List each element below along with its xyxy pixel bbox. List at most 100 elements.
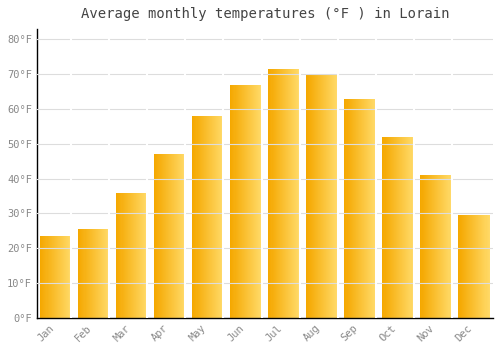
Bar xyxy=(118,193,120,318)
Bar xyxy=(473,215,474,318)
Bar xyxy=(62,236,63,318)
Bar xyxy=(78,229,80,318)
Bar xyxy=(310,74,312,318)
Bar xyxy=(70,236,72,318)
Bar xyxy=(94,229,95,318)
Bar xyxy=(355,99,356,318)
Bar xyxy=(133,193,134,318)
Bar xyxy=(166,154,167,318)
Bar xyxy=(359,99,360,318)
Bar xyxy=(164,154,166,318)
Bar xyxy=(215,116,216,318)
Bar xyxy=(131,193,132,318)
Bar xyxy=(67,236,68,318)
Bar xyxy=(336,74,338,318)
Bar xyxy=(314,74,316,318)
Bar xyxy=(482,215,484,318)
Bar xyxy=(316,74,317,318)
Bar xyxy=(135,193,136,318)
Bar xyxy=(168,154,169,318)
Bar xyxy=(446,175,448,318)
Bar xyxy=(346,99,348,318)
Bar xyxy=(368,99,370,318)
Bar xyxy=(251,85,252,318)
Bar xyxy=(477,215,478,318)
Bar xyxy=(308,74,310,318)
Bar xyxy=(68,236,70,318)
Bar xyxy=(392,137,393,318)
Bar xyxy=(286,69,287,318)
Bar xyxy=(363,99,364,318)
Bar xyxy=(146,193,148,318)
Bar xyxy=(65,236,66,318)
Bar xyxy=(246,85,247,318)
Bar xyxy=(431,175,432,318)
Bar xyxy=(160,154,162,318)
Bar xyxy=(276,69,278,318)
Bar xyxy=(430,175,431,318)
Bar xyxy=(258,85,260,318)
Bar xyxy=(104,229,106,318)
Bar xyxy=(366,99,368,318)
Bar xyxy=(171,154,172,318)
Bar xyxy=(478,215,479,318)
Bar xyxy=(294,69,296,318)
Bar xyxy=(350,99,352,318)
Bar xyxy=(120,193,122,318)
Bar xyxy=(290,69,291,318)
Bar xyxy=(249,85,250,318)
Bar xyxy=(260,85,262,318)
Bar xyxy=(139,193,140,318)
Bar xyxy=(196,116,198,318)
Bar xyxy=(63,236,64,318)
Bar xyxy=(441,175,442,318)
Bar xyxy=(408,137,410,318)
Bar xyxy=(124,193,126,318)
Bar xyxy=(57,236,58,318)
Bar xyxy=(130,193,131,318)
Bar xyxy=(202,116,203,318)
Bar xyxy=(388,137,390,318)
Bar xyxy=(365,99,366,318)
Bar xyxy=(476,215,477,318)
Bar xyxy=(90,229,92,318)
Bar xyxy=(132,193,133,318)
Bar xyxy=(322,74,323,318)
Bar xyxy=(169,154,170,318)
Bar xyxy=(103,229,104,318)
Bar xyxy=(390,137,392,318)
Bar xyxy=(92,229,93,318)
Bar xyxy=(436,175,437,318)
Bar xyxy=(470,215,471,318)
Bar xyxy=(270,69,272,318)
Bar xyxy=(212,116,213,318)
Bar xyxy=(442,175,444,318)
Bar xyxy=(424,175,426,318)
Bar xyxy=(468,215,469,318)
Bar xyxy=(395,137,396,318)
Bar xyxy=(136,193,137,318)
Bar xyxy=(240,85,242,318)
Bar xyxy=(80,229,82,318)
Bar xyxy=(108,229,110,318)
Bar xyxy=(137,193,138,318)
Bar xyxy=(364,99,365,318)
Bar xyxy=(95,229,96,318)
Bar xyxy=(55,236,56,318)
Bar xyxy=(484,215,486,318)
Bar xyxy=(460,215,462,318)
Bar xyxy=(472,215,473,318)
Bar xyxy=(362,99,363,318)
Bar xyxy=(106,229,108,318)
Bar xyxy=(283,69,284,318)
Bar xyxy=(126,193,128,318)
Bar xyxy=(54,236,55,318)
Bar xyxy=(428,175,430,318)
Bar xyxy=(291,69,292,318)
Bar xyxy=(348,99,350,318)
Bar xyxy=(211,116,212,318)
Bar xyxy=(354,99,355,318)
Bar xyxy=(253,85,254,318)
Bar xyxy=(352,99,354,318)
Bar xyxy=(220,116,222,318)
